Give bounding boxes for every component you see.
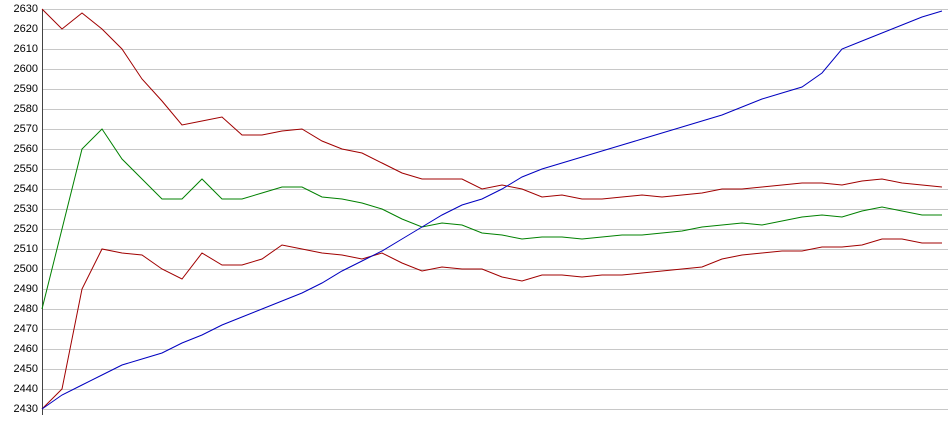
y-tick-label: 2610 (14, 43, 38, 55)
y-tick-label: 2550 (14, 163, 38, 175)
series-line (41, 10, 943, 410)
series-line (41, 128, 942, 310)
y-tick-label: 2520 (14, 223, 38, 235)
y-tick-label: 2600 (14, 63, 38, 75)
y-tick-label: 2490 (14, 283, 38, 295)
y-tick-label: 2620 (14, 23, 38, 35)
y-tick-label: 2450 (14, 363, 38, 375)
y-tick-label: 2580 (14, 103, 38, 115)
y-tick-label: 2440 (14, 383, 38, 395)
y-tick-label: 2570 (14, 123, 38, 135)
y-tick-label: 2470 (14, 323, 38, 335)
y-tick-label: 2630 (14, 3, 38, 15)
y-tick-label: 2510 (14, 243, 38, 255)
y-tick-label: 2500 (14, 263, 38, 275)
series-line (41, 238, 942, 410)
y-tick-label: 2560 (14, 143, 38, 155)
y-tick-label: 2590 (14, 83, 38, 95)
y-tick-label: 2540 (14, 183, 38, 195)
y-tick-label: 2430 (14, 403, 38, 415)
series-line (41, 8, 943, 200)
y-tick-label: 2460 (14, 343, 38, 355)
y-tick-label: 2480 (14, 303, 38, 315)
y-tick-label: 2530 (14, 203, 38, 215)
